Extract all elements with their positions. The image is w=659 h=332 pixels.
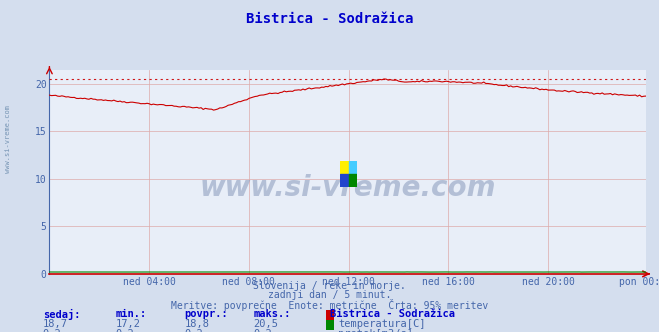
Bar	[341, 174, 349, 188]
Text: Slovenija / reke in morje.: Slovenija / reke in morje.	[253, 281, 406, 290]
Text: Bistrica - Sodražica: Bistrica - Sodražica	[330, 309, 455, 319]
Text: 0,2: 0,2	[43, 329, 61, 332]
Text: temperatura[C]: temperatura[C]	[338, 319, 426, 329]
Text: 18,7: 18,7	[43, 319, 68, 329]
Text: maks.:: maks.:	[254, 309, 291, 319]
Text: povpr.:: povpr.:	[185, 309, 228, 319]
Bar	[349, 174, 357, 188]
Text: zadnji dan / 5 minut.: zadnji dan / 5 minut.	[268, 290, 391, 299]
Text: min.:: min.:	[115, 309, 146, 319]
Bar	[341, 161, 349, 174]
Text: 0,2: 0,2	[254, 329, 272, 332]
Text: Meritve: povprečne  Enote: metrične  Črta: 95% meritev: Meritve: povprečne Enote: metrične Črta:…	[171, 299, 488, 311]
Text: 0,2: 0,2	[185, 329, 203, 332]
Text: pretok[m3/s]: pretok[m3/s]	[338, 329, 413, 332]
Bar	[349, 161, 357, 174]
Text: 0,2: 0,2	[115, 329, 134, 332]
Text: 17,2: 17,2	[115, 319, 140, 329]
Text: 18,8: 18,8	[185, 319, 210, 329]
Text: sedaj:: sedaj:	[43, 309, 80, 320]
Text: www.si-vreme.com: www.si-vreme.com	[5, 106, 11, 173]
Text: Bistrica - Sodražica: Bistrica - Sodražica	[246, 12, 413, 26]
Text: www.si-vreme.com: www.si-vreme.com	[200, 174, 496, 202]
Text: 20,5: 20,5	[254, 319, 279, 329]
